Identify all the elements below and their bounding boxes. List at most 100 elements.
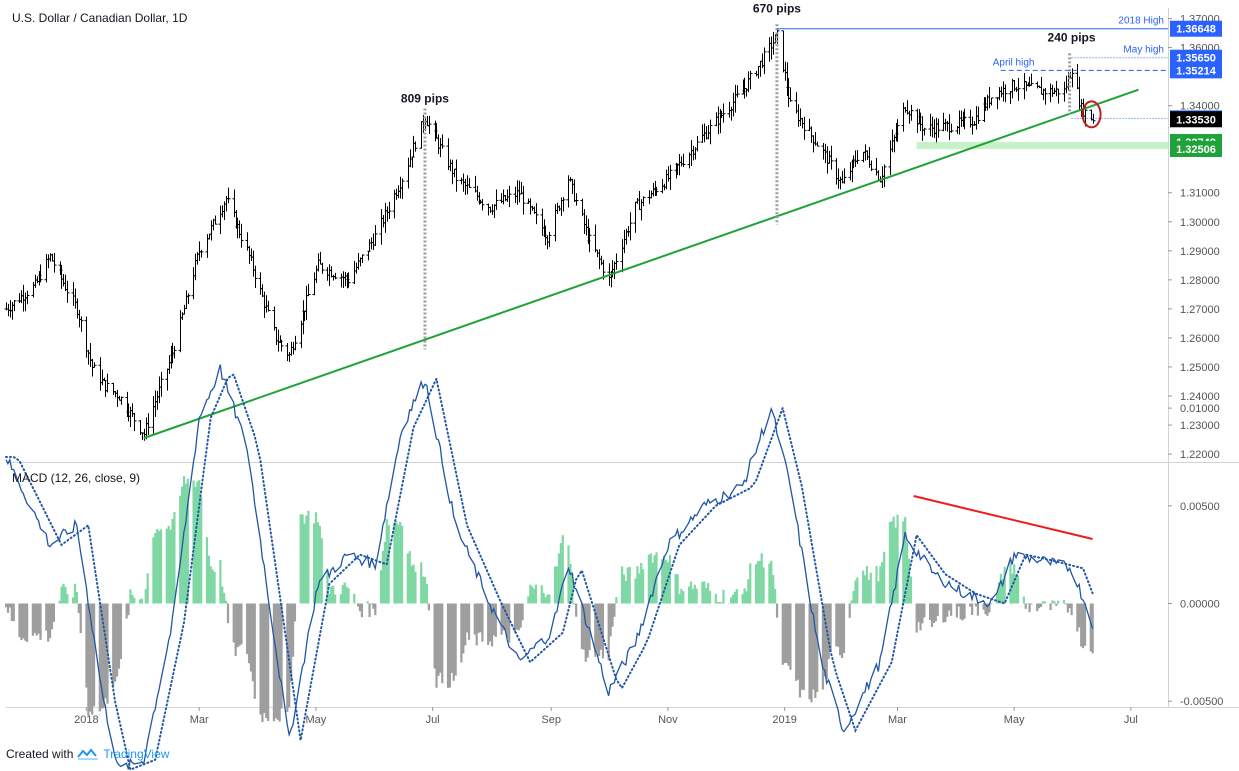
x-tick-label: May <box>306 714 327 726</box>
histogram-bar <box>73 583 77 604</box>
candle <box>172 346 177 359</box>
histogram-bar <box>475 603 478 646</box>
histogram-bar <box>332 585 335 604</box>
histogram-bar <box>446 603 450 688</box>
histogram-bar <box>64 586 67 604</box>
histogram-bar <box>1082 603 1085 649</box>
histogram-bar <box>263 603 266 714</box>
histogram-bar <box>768 563 771 604</box>
histogram-bar <box>1039 603 1043 607</box>
histogram-bar <box>182 475 186 604</box>
histogram-bar <box>114 603 117 682</box>
histogram-bar <box>707 583 710 604</box>
histogram-bar <box>687 586 691 604</box>
histogram-bar <box>129 589 132 604</box>
histogram-bar <box>930 603 934 627</box>
histogram-bar <box>267 603 270 721</box>
histogram-bar <box>330 586 333 604</box>
histogram-bar <box>716 601 719 604</box>
histogram-bar <box>934 603 937 622</box>
histogram-bar <box>462 603 465 654</box>
histogram-bar <box>77 603 80 614</box>
histogram-bar <box>278 603 281 722</box>
histogram-bar <box>904 517 907 604</box>
histogram-bar <box>544 597 547 604</box>
histogram-bar <box>668 555 672 604</box>
x-tick-label: Jul <box>426 714 440 726</box>
histogram-bar <box>179 495 182 604</box>
histogram-bar <box>747 579 750 604</box>
histogram-bar <box>412 564 415 604</box>
histogram-bar <box>290 603 293 682</box>
histogram-bar <box>917 603 920 623</box>
histogram-bar <box>676 574 679 604</box>
histogram-bar <box>661 559 664 604</box>
histogram-bar <box>693 584 696 604</box>
histogram-bar <box>48 603 52 639</box>
candle <box>1003 84 1008 103</box>
histogram-bar <box>875 566 878 604</box>
histogram-bar <box>383 541 386 604</box>
histogram-bar <box>758 560 761 604</box>
histogram-bar <box>140 598 144 604</box>
histogram-bar <box>919 603 922 631</box>
candle <box>882 164 887 188</box>
histogram-bar <box>774 588 777 604</box>
histogram-bar <box>850 600 853 604</box>
histogram-bar <box>567 545 570 604</box>
histogram-bar <box>213 571 216 604</box>
histogram-bar <box>339 594 342 604</box>
histogram-bar <box>837 603 840 647</box>
histogram-bar <box>1041 601 1045 604</box>
candle <box>279 339 284 352</box>
candle <box>815 141 820 147</box>
y-tick-label: 0.00000 <box>1180 599 1220 611</box>
histogram-bar <box>251 603 254 682</box>
histogram-bar <box>827 603 830 660</box>
histogram-bar <box>12 603 15 622</box>
pips-annotation: 809 pips <box>401 92 449 106</box>
histogram-bar <box>467 603 471 640</box>
histogram-bar <box>492 603 496 636</box>
histogram-bar <box>60 586 63 604</box>
y-tick-label: 1.25000 <box>1180 362 1220 374</box>
candle <box>721 103 726 123</box>
histogram-bar <box>50 603 54 630</box>
y-tick-label: 1.31000 <box>1180 188 1220 200</box>
histogram-bar <box>775 603 779 618</box>
x-tick-label: May <box>1004 714 1025 726</box>
candle <box>507 185 512 208</box>
x-tick-label: 2018 <box>74 714 98 726</box>
candle <box>38 264 43 283</box>
histogram-bar <box>705 587 708 604</box>
histogram-bar <box>232 603 235 643</box>
histogram-bar <box>950 603 953 616</box>
macd-axis: 0.01000 0.00500 0.00000 -0.00500 <box>1168 403 1223 708</box>
y-tick-label: 1.23000 <box>1180 420 1220 432</box>
histogram-bar <box>400 525 404 604</box>
histogram-bar <box>586 603 589 658</box>
histogram-bar <box>580 603 584 649</box>
macd-title: MACD (12, 26, close, 9) <box>12 471 140 485</box>
histogram-bar <box>320 538 323 604</box>
histogram-bar <box>601 603 605 659</box>
histogram-bar <box>173 512 176 604</box>
histogram-bar <box>307 510 310 604</box>
time-axis: 2018 Mar May Jul Sep Nov 2019 Mar May Jul <box>74 707 1138 726</box>
histogram-bar <box>1070 603 1073 616</box>
level-label: April high <box>993 57 1035 68</box>
histogram-bar <box>167 525 170 604</box>
candle <box>654 186 659 196</box>
histogram-bar <box>554 566 557 604</box>
histogram-bar <box>881 562 884 604</box>
candle <box>213 215 218 225</box>
histogram-bar <box>1078 603 1081 628</box>
candle <box>802 116 807 140</box>
histogram-bar <box>379 570 383 604</box>
y-tick-label: 1.30000 <box>1180 217 1220 229</box>
candle <box>454 159 459 192</box>
histogram-bar <box>414 571 417 604</box>
footer-brand[interactable]: TradingView <box>103 747 170 761</box>
histogram-bar <box>714 593 717 604</box>
